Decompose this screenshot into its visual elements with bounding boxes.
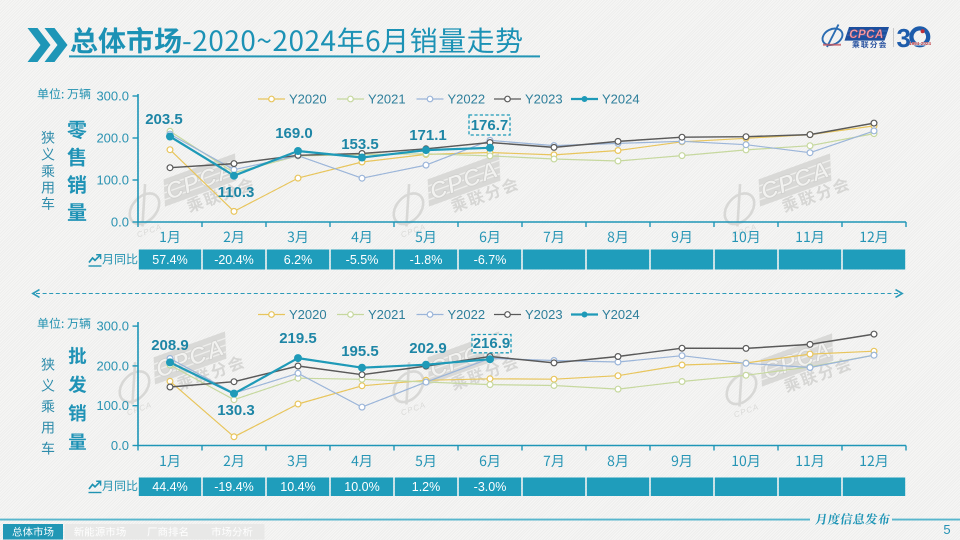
svg-text:Y2024: Y2024 [602,92,640,107]
svg-text:Y2021: Y2021 [368,307,406,322]
svg-text:-1.8%: -1.8% [410,253,443,267]
svg-text:Y2023: Y2023 [525,307,563,322]
svg-text:-5.5%: -5.5% [346,253,379,267]
svg-text:216.9: 216.9 [473,335,511,352]
svg-text:Y2020: Y2020 [289,92,327,107]
svg-text:300.0: 300.0 [96,319,129,334]
svg-text:171.1: 171.1 [409,127,447,144]
svg-text:1.2%: 1.2% [412,480,441,494]
svg-text:300.0: 300.0 [96,89,129,104]
svg-text:Y2024: Y2024 [602,307,640,322]
svg-text:0.0: 0.0 [111,438,129,453]
svg-text:203.5: 203.5 [145,111,183,128]
svg-text:100.0: 100.0 [96,398,129,413]
svg-text:130.3: 130.3 [217,402,255,419]
svg-text:202.9: 202.9 [409,340,447,357]
svg-text:200.0: 200.0 [96,131,129,146]
svg-text:Y2022: Y2022 [448,92,486,107]
svg-text:0.0: 0.0 [111,215,129,230]
svg-text:153.5: 153.5 [341,136,379,153]
svg-text:-20.4%: -20.4% [214,253,254,267]
svg-text:5: 5 [943,522,950,537]
svg-text:-3.0%: -3.0% [474,480,507,494]
svg-text:3: 3 [897,23,911,53]
svg-text:57.4%: 57.4% [152,253,187,267]
svg-text:169.0: 169.0 [275,125,313,142]
svg-text:110.3: 110.3 [218,184,255,201]
svg-text:219.5: 219.5 [279,330,317,347]
svg-text:1994-2024: 1994-2024 [909,41,931,46]
svg-text:-6.7%: -6.7% [474,253,507,267]
svg-text:208.9: 208.9 [151,337,189,354]
svg-text:200.0: 200.0 [96,358,129,373]
svg-text:Y2023: Y2023 [525,92,563,107]
svg-text:10.0%: 10.0% [344,480,379,494]
svg-text:Y2022: Y2022 [448,307,486,322]
svg-text:6.2%: 6.2% [284,253,313,267]
svg-text:CPCA: CPCA [849,29,884,41]
svg-text:Y2020: Y2020 [289,307,327,322]
svg-text:176.7: 176.7 [471,117,509,134]
svg-text:195.5: 195.5 [341,343,379,360]
svg-text:100.0: 100.0 [96,173,129,188]
svg-text:10.4%: 10.4% [280,480,315,494]
svg-text:44.4%: 44.4% [152,480,187,494]
svg-text:Y2021: Y2021 [368,92,406,107]
svg-text:-19.4%: -19.4% [214,480,254,494]
